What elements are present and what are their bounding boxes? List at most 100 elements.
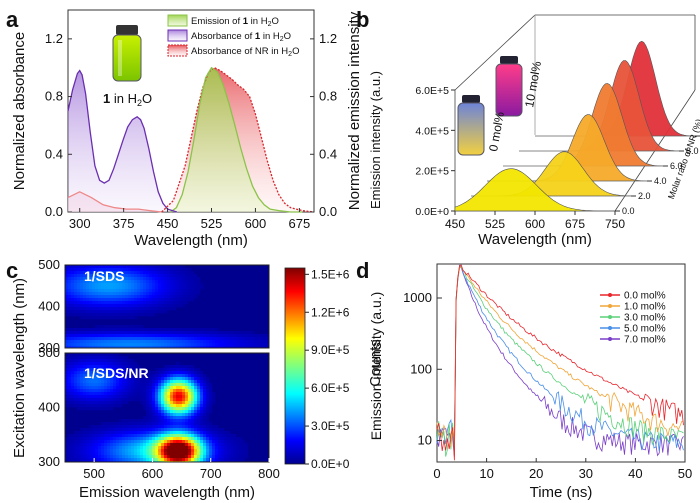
heat-cell	[155, 404, 159, 408]
heat-cell	[173, 458, 177, 462]
heat-cell	[116, 353, 120, 357]
heat-cell	[122, 365, 126, 369]
heat-cell	[266, 340, 269, 344]
heat-cell	[86, 295, 90, 299]
heat-cell	[95, 365, 99, 369]
heat-cell	[131, 419, 135, 423]
heat-cell	[92, 313, 96, 317]
heat-cell	[173, 383, 177, 387]
heat-cell	[131, 389, 135, 393]
heat-cell	[113, 392, 117, 396]
heat-cell	[104, 286, 108, 290]
heat-cell	[149, 304, 153, 308]
heat-cell	[167, 434, 171, 438]
heat-cell	[170, 328, 174, 332]
heat-cell	[158, 440, 162, 444]
heat-cell	[164, 443, 168, 447]
heat-cell	[155, 398, 159, 402]
heat-cell	[110, 455, 114, 459]
heat-cell	[65, 283, 69, 287]
heat-cell	[131, 377, 135, 381]
heat-cell	[86, 395, 90, 399]
heat-cell	[116, 271, 120, 275]
heat-cell	[125, 265, 129, 269]
heat-cell	[155, 274, 159, 278]
heat-cell	[134, 307, 138, 311]
heat-cell	[203, 410, 207, 414]
heat-cell	[74, 356, 78, 360]
heat-cell	[95, 452, 99, 456]
heat-cell	[212, 434, 216, 438]
heat-cell	[176, 277, 180, 281]
heat-cell	[74, 268, 78, 272]
z-tick-label: 4.0	[654, 176, 667, 186]
heat-cell	[86, 292, 90, 296]
heat-cell	[86, 286, 90, 290]
heat-cell	[119, 365, 123, 369]
heat-cell	[119, 377, 123, 381]
heat-cell	[194, 449, 198, 453]
heat-cell	[107, 340, 111, 344]
heat-cell	[164, 286, 168, 290]
heat-cell	[161, 419, 165, 423]
heat-cell	[179, 401, 183, 405]
heat-cell	[197, 452, 201, 456]
heat-cell	[143, 274, 147, 278]
heat-cell	[209, 431, 213, 435]
heat-cell	[110, 304, 114, 308]
heat-cell	[173, 386, 177, 390]
heat-cell	[131, 277, 135, 281]
heat-cell	[215, 443, 219, 447]
heat-cell	[107, 356, 111, 360]
heat-cell	[191, 431, 195, 435]
heat-cell	[68, 340, 72, 344]
heat-cell	[92, 395, 96, 399]
heat-cell	[131, 461, 135, 462]
x-tick-label: 20	[529, 466, 543, 481]
heat-cell	[191, 277, 195, 281]
heat-cell	[140, 392, 144, 396]
heat-cell	[224, 437, 228, 441]
heat-cell	[212, 455, 216, 459]
heat-cell	[89, 274, 93, 278]
heat-cell	[92, 274, 96, 278]
heat-cell	[77, 461, 81, 462]
heat-cell	[188, 340, 192, 344]
heat-cell	[203, 401, 207, 405]
heat-cell	[209, 425, 213, 429]
heat-cell	[158, 374, 162, 378]
heat-cell	[185, 289, 189, 293]
x-tick-label: 675	[565, 217, 585, 231]
heat-cell	[152, 389, 156, 393]
heat-cell	[170, 295, 174, 299]
heat-cell	[71, 286, 75, 290]
heat-cell	[137, 274, 141, 278]
heat-cell	[206, 395, 210, 399]
heat-cell	[101, 368, 105, 372]
heat-cell	[185, 425, 189, 429]
heat-cell	[92, 283, 96, 287]
heat-cell	[185, 268, 189, 272]
heat-cell	[80, 295, 84, 299]
heat-cell	[98, 401, 102, 405]
heat-cell	[116, 458, 120, 462]
x-tick-label: 10	[479, 466, 493, 481]
heat-cell	[170, 431, 174, 435]
heat-cell	[104, 304, 108, 308]
heat-cell	[227, 334, 231, 338]
heat-cell	[143, 307, 147, 311]
legend-marker	[608, 293, 612, 297]
heat-cell	[134, 449, 138, 453]
heat-cell	[68, 265, 72, 269]
heat-cell	[167, 265, 171, 269]
heat-cell	[110, 310, 114, 314]
heat-cell	[107, 368, 111, 372]
heat-cell	[80, 271, 84, 275]
heat-cell	[170, 298, 174, 302]
heat-cell	[140, 307, 144, 311]
heat-cell	[143, 331, 147, 335]
heat-cell	[185, 413, 189, 417]
heat-cell	[209, 446, 213, 450]
heat-cell	[92, 407, 96, 411]
heat-cell	[104, 449, 108, 453]
